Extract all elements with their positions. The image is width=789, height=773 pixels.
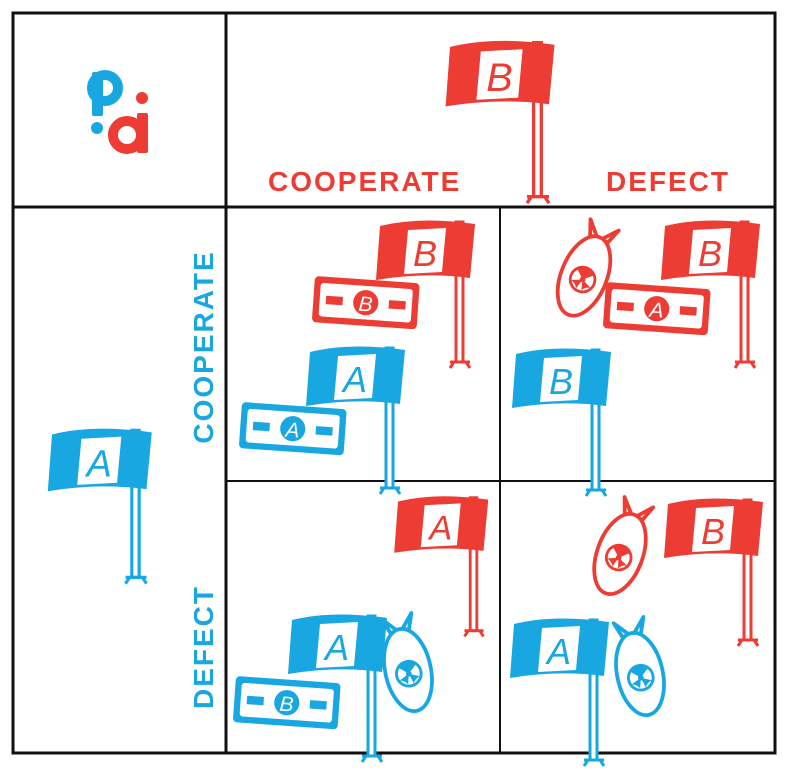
bill-letter: A <box>647 299 665 323</box>
cd-red-bomb <box>555 217 621 318</box>
flag-panel <box>538 626 580 672</box>
outer-border <box>11 11 777 755</box>
column-option-cooperate: COOPERATE <box>268 166 462 197</box>
logo-d-stem <box>137 113 148 153</box>
radiation-blade-top <box>398 662 416 674</box>
flag-letter: B <box>549 361 573 402</box>
dc-blue-flag: A <box>288 614 387 763</box>
row-option-defect: DEFECT <box>188 585 219 709</box>
cd-red-bill: A <box>603 282 711 336</box>
flag-panel <box>692 506 734 552</box>
bill-letter: A <box>283 419 301 443</box>
flag-panel <box>77 436 122 485</box>
logo-d-bowl <box>108 116 146 154</box>
flag-panel <box>540 356 582 402</box>
bill-letter: B <box>279 693 295 717</box>
flag-pole-base <box>360 754 384 763</box>
flag-pole-base <box>733 360 757 369</box>
radiation-blade-top <box>630 666 648 678</box>
radiation-blade-left <box>607 557 619 567</box>
row-option-cooperate: COOPERATE <box>188 250 219 444</box>
radiation-blade-right <box>408 673 420 684</box>
bill-mark-right <box>315 426 333 436</box>
flag-pole-base <box>124 575 148 585</box>
logo-p-bowl <box>87 70 123 106</box>
logo-mark <box>87 70 148 154</box>
bill-mark-right <box>309 700 327 710</box>
flag-letter: A <box>545 631 571 672</box>
matrix-grid <box>11 11 777 755</box>
bill-letter: B <box>358 293 374 317</box>
bill-mark-left <box>616 301 635 312</box>
flag-letter: B <box>701 511 725 552</box>
cd-blue-flag: B <box>512 348 611 497</box>
flag-letter: A <box>323 627 349 668</box>
column-option-defect: DEFECT <box>606 166 730 197</box>
bill-mark-right <box>388 300 406 310</box>
flag-pole-base <box>463 629 485 638</box>
radiation-blade-right <box>581 279 591 291</box>
flag-letter: B <box>413 233 437 274</box>
cc-red-bill: B <box>312 276 420 330</box>
logo <box>87 70 148 154</box>
flag-panel <box>420 503 461 548</box>
cd-red-flag: B <box>661 220 760 369</box>
dd-red-bomb <box>592 495 656 596</box>
radiation-blade-left <box>631 677 641 689</box>
flag-panel <box>476 49 523 100</box>
flag-pole-base <box>582 758 606 767</box>
bill-mark-left <box>252 421 271 432</box>
bill-mark-right <box>679 306 697 316</box>
flag-panel <box>404 228 446 274</box>
flag-letter: B <box>698 233 722 274</box>
radiation-blade-top <box>577 268 594 280</box>
bill-seal <box>644 296 670 322</box>
radiation-blade-right <box>617 557 627 569</box>
logo-p-dot <box>91 122 103 134</box>
column-player-flag: B <box>445 40 555 205</box>
bill-seal <box>353 290 379 316</box>
cc-red-flag: B <box>376 220 475 369</box>
flag-letter: B <box>486 56 512 100</box>
bill-mark-left <box>246 695 265 706</box>
flag-panel <box>689 228 731 274</box>
logo-d-dot <box>136 92 148 104</box>
flag-pole-base <box>525 194 551 205</box>
dc-blue-bill: B <box>233 676 341 730</box>
flag-panel <box>334 354 376 400</box>
cc-blue-flag: A <box>306 346 405 495</box>
cc-blue-bill: A <box>239 402 347 456</box>
dc-blue-bomb <box>379 611 434 714</box>
flag-panel <box>316 622 358 668</box>
radiation-blade-top <box>613 546 630 558</box>
radiation-blade-left <box>399 673 409 685</box>
dd-red-flag: B <box>664 498 763 647</box>
dd-blue-bomb <box>611 615 666 718</box>
bill-seal <box>280 416 306 442</box>
bill-mark-left <box>325 295 344 306</box>
icon-layer: B A B B A A B A B A A B B A <box>47 40 763 767</box>
radiation-blade-left <box>571 279 583 289</box>
flag-pole-base <box>448 360 472 369</box>
radiation-blade-right <box>640 677 652 688</box>
flag-letter: A <box>85 444 112 486</box>
row-player-flag: A <box>47 428 152 585</box>
dd-blue-flag: A <box>510 618 609 767</box>
dc-red-flag: A <box>394 496 489 638</box>
bill-seal <box>274 690 300 716</box>
flag-pole-base <box>584 488 608 497</box>
flag-letter: A <box>427 510 452 548</box>
flag-letter: A <box>341 359 367 400</box>
flag-pole-base <box>378 486 402 495</box>
flag-pole-base <box>736 638 760 647</box>
